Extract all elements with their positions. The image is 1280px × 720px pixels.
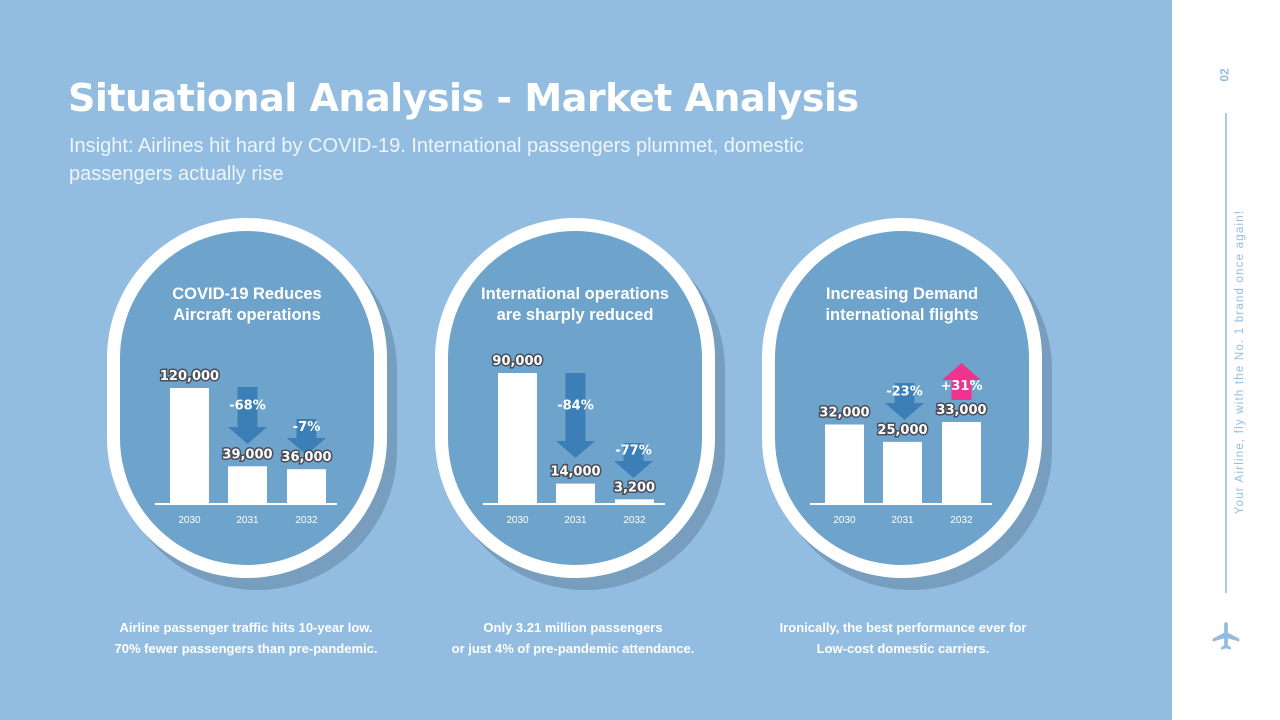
chart-title: Increasing Demand international flights [762,284,1042,326]
airplane-icon [1212,622,1240,650]
bar [825,424,864,504]
year-label: 2032 [295,515,318,526]
down-arrow-icon [556,373,595,458]
caption-line: Airline passenger traffic hits 10-year l… [119,620,373,635]
year-label: 2031 [564,515,587,526]
value-label: 120,000 [160,369,219,384]
bar-chart: 120,000 2030 -68% 39,000 2031 -7% 36,000 2032 [155,368,337,526]
caption-2: Only 3.21 million passengers or just 4% o… [393,617,753,659]
chart-title-line: COVID-19 Reduces [172,285,322,303]
change-label: -77% [615,444,652,459]
caption-3: Ironically, the best performance ever fo… [723,617,1083,659]
year-label: 2032 [623,515,646,526]
year-label: 2031 [891,515,914,526]
bar [498,373,537,504]
chart-title-line: Increasing Demand [825,285,979,303]
chart-title-line: international flights [825,306,979,324]
bar [556,483,595,504]
value-label: 90,000 [492,354,542,369]
chart-title-line: Aircraft operations [173,306,321,324]
change-label: -23% [886,385,923,400]
year-label: 2030 [178,515,201,526]
divider-line [1225,113,1227,593]
value-label: 3,200 [614,480,655,495]
down-arrow-icon [614,443,653,478]
bar [883,441,922,504]
caption-line: Only 3.21 million passengers [483,620,663,635]
year-label: 2031 [236,515,259,526]
down-arrow-icon [287,419,326,455]
chart-title: International operations are sharply redu… [435,284,715,326]
page-subtitle: Insight: Airlines hit hard by COVID-19. … [69,135,804,185]
year-label: 2030 [833,515,856,526]
bar [170,388,209,504]
bar-chart: 90,000 2030 -84% 14,000 2031 -77% 3,200 2032 [483,353,665,526]
caption-line: or just 4% of pre-pandemic attendance. [451,641,695,656]
value-label: 39,000 [222,447,272,462]
chart-title-line: are sharply reduced [496,306,654,324]
chart-title: COVID-19 Reduces Aircraft operations [107,284,387,326]
change-label: -68% [229,399,266,414]
change-label: +31% [940,379,982,394]
value-label: 32,000 [819,405,869,420]
change-label: -84% [557,399,594,414]
down-arrow-icon [228,387,267,444]
caption-line: Low-cost domestic carriers. [816,641,990,656]
down-arrow-icon [885,383,924,420]
year-label: 2032 [950,515,973,526]
chart-card-aircraft-operations: COVID-19 Reduces Aircraft operations 120,… [107,218,387,578]
chart-title-line: International operations [481,285,669,303]
bar-chart: 32,000 2030 -23% 25,000 2031 +31% 33,000 2032 [810,363,992,526]
chart-card-international-operations: International operations are sharply redu… [435,218,715,578]
tagline: Your Airline, fly with the No. 1 brand o… [1228,205,1252,519]
bar [615,499,654,504]
value-label: 14,000 [550,465,600,480]
bar [942,422,981,504]
caption-1: Airline passenger traffic hits 10-year l… [66,617,426,659]
page-number: 02 [1217,68,1232,82]
up-arrow-icon [942,363,981,400]
bar [228,466,267,504]
value-label: 25,000 [877,423,927,438]
bar [287,469,326,504]
change-label: -7% [293,420,320,435]
value-label: 36,000 [281,450,331,465]
value-label: 33,000 [936,403,986,418]
page-title: Situational Analysis - Market Analysis [68,76,859,120]
caption-line: Ironically, the best performance ever fo… [779,620,1027,635]
caption-line: 70% fewer passengers than pre-pandemic. [114,641,378,656]
chart-card-increasing-demand: Increasing Demand international flights 3… [762,218,1042,578]
year-label: 2030 [506,515,529,526]
